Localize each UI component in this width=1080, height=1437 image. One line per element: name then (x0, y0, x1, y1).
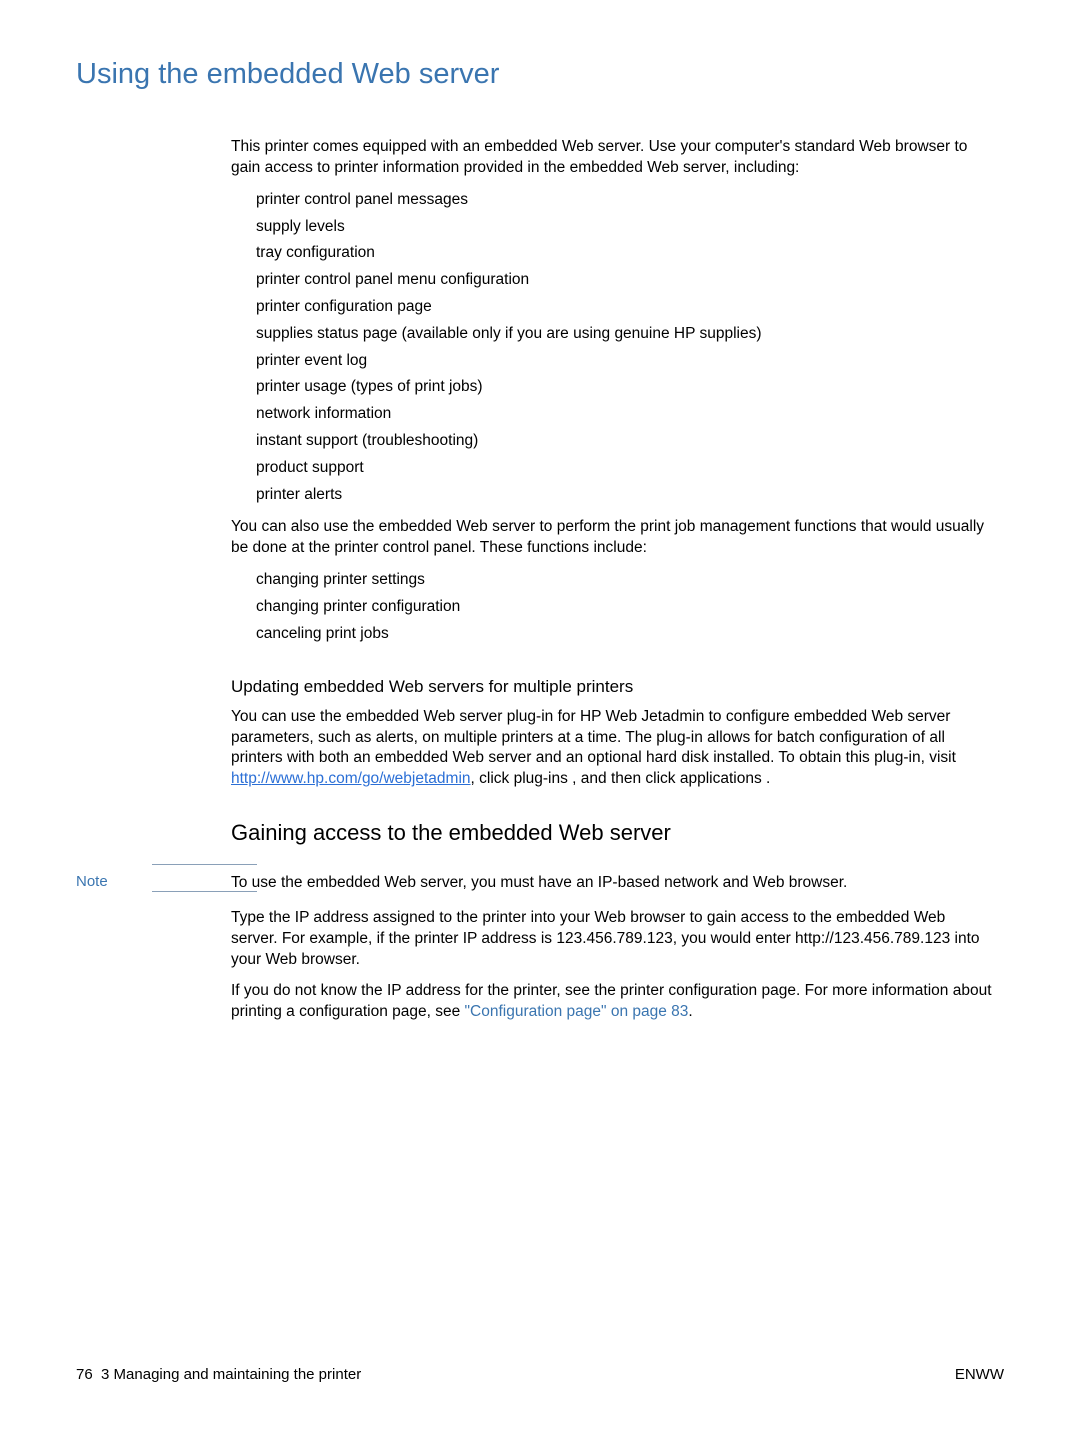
heading-gaining-access: Gaining access to the embedded Web serve… (231, 820, 992, 846)
plugins-label: plug-ins (514, 770, 568, 787)
note-block: Note To use the embedded Web server, you… (76, 864, 1004, 894)
list-item: tray configuration (256, 241, 992, 266)
list-item: printer configuration page (256, 295, 992, 320)
text-segment: . (688, 1003, 692, 1020)
text-segment: . (762, 770, 771, 787)
webjetadmin-link[interactable]: http://www.hp.com/go/webjetadmin (231, 770, 471, 787)
list-item: printer control panel menu configuration (256, 268, 992, 293)
text-segment: , and then click (568, 770, 680, 787)
list-item: network information (256, 402, 992, 427)
list-item: printer control panel messages (256, 188, 992, 213)
feature-list: printer control panel messagessupply lev… (231, 188, 992, 508)
list-item: canceling print jobs (256, 622, 992, 647)
functions-list: changing printer settingschanging printe… (231, 568, 992, 646)
note-rule (152, 864, 257, 892)
text-segment: , click (471, 770, 514, 787)
paragraph-functions: You can also use the embedded Web server… (231, 517, 992, 559)
subheading-updating: Updating embedded Web servers for multip… (231, 677, 992, 697)
page-footer: 76 3 Managing and maintaining the printe… (76, 1366, 1004, 1383)
intro-paragraph: This printer comes equipped with an embe… (231, 137, 992, 179)
footer-right: ENWW (955, 1366, 1004, 1383)
content-column: This printer comes equipped with an embe… (231, 137, 992, 846)
list-item: changing printer settings (256, 568, 992, 593)
list-item: changing printer configuration (256, 595, 992, 620)
content-column-lower: Type the IP address assigned to the prin… (231, 908, 992, 1023)
applications-label: applications (680, 770, 762, 787)
paragraph-config-page: If you do not know the IP address for th… (231, 981, 992, 1023)
config-page-xref[interactable]: "Configuration page" on page 83 (465, 1003, 689, 1020)
list-item: supplies status page (available only if … (256, 322, 992, 347)
list-item: supply levels (256, 215, 992, 240)
list-item: printer event log (256, 349, 992, 374)
paragraph-ip-address: Type the IP address assigned to the prin… (231, 908, 992, 971)
list-item: printer usage (types of print jobs) (256, 375, 992, 400)
list-item: instant support (troubleshooting) (256, 429, 992, 454)
page-title: Using the embedded Web server (76, 58, 1004, 91)
chapter-title: 3 Managing and maintaining the printer (101, 1366, 361, 1383)
text-segment: You can use the embedded Web server plug… (231, 708, 956, 767)
note-text: To use the embedded Web server, you must… (231, 864, 1004, 894)
list-item: printer alerts (256, 483, 992, 508)
page-number: 76 (76, 1366, 93, 1383)
list-item: product support (256, 456, 992, 481)
paragraph-plugin: You can use the embedded Web server plug… (231, 707, 992, 791)
footer-left: 76 3 Managing and maintaining the printe… (76, 1366, 361, 1383)
